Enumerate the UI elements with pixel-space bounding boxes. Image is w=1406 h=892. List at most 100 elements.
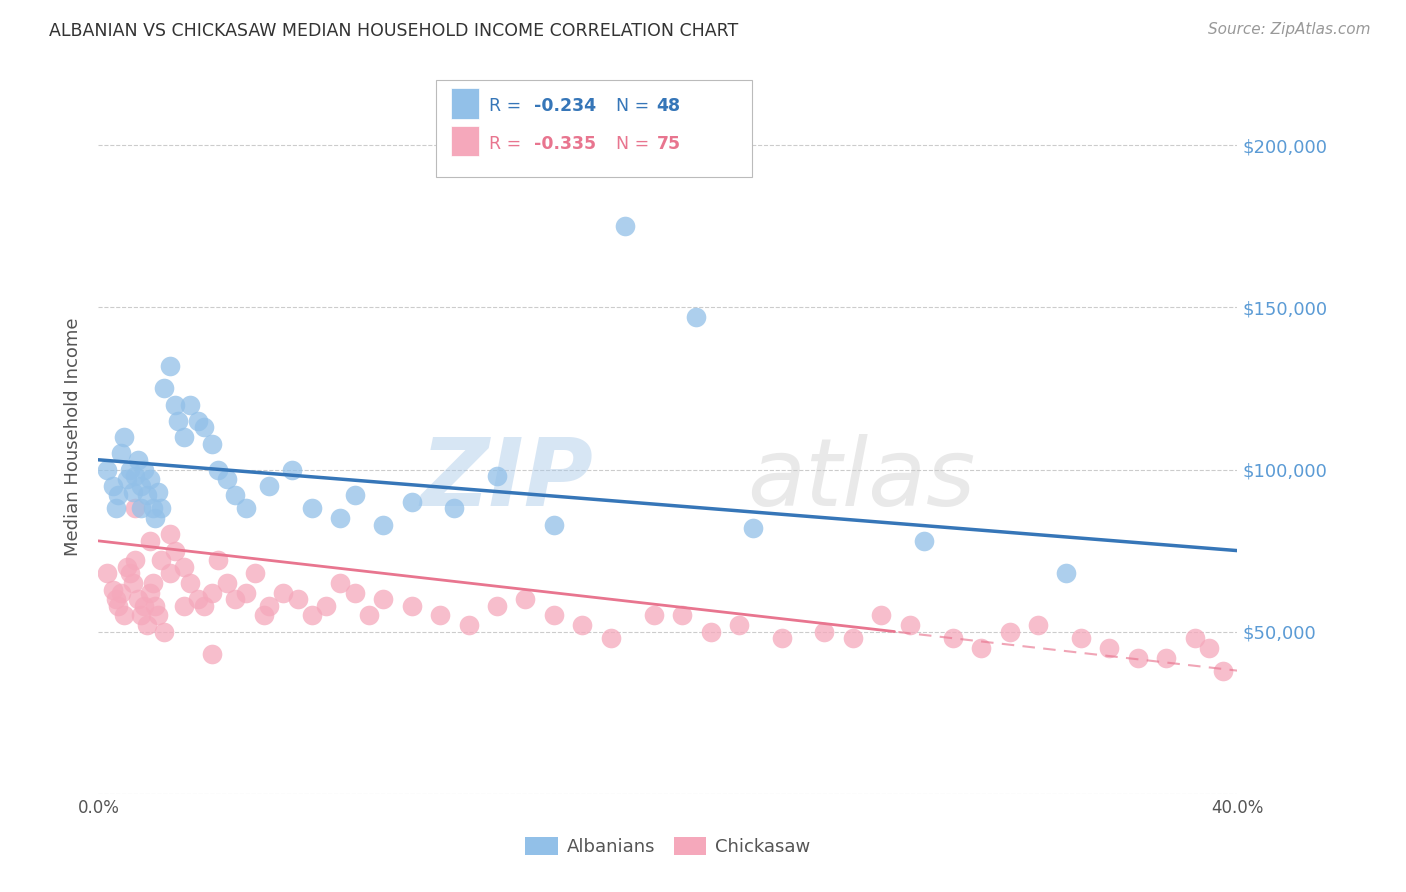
Point	[870, 608, 893, 623]
Point	[193, 599, 215, 613]
Point	[273, 586, 295, 600]
Point	[1184, 631, 1206, 645]
Point	[224, 592, 246, 607]
Text: Source: ZipAtlas.com: Source: ZipAtlas.com	[1208, 22, 1371, 37]
Point	[643, 608, 665, 623]
Text: ALBANIAN VS CHICKASAW MEDIAN HOUSEHOLD INCOME CORRELATION CHART: ALBANIAN VS CHICKASAW MEDIAN HOUSEHOLD I…	[49, 22, 738, 40]
Point	[728, 618, 751, 632]
Point	[401, 599, 423, 613]
Point	[115, 559, 138, 574]
Point	[329, 511, 352, 525]
Point	[942, 631, 965, 645]
Point	[215, 576, 238, 591]
Point	[107, 599, 129, 613]
Point	[101, 582, 124, 597]
Point	[252, 608, 274, 623]
Point	[207, 462, 229, 476]
Point	[179, 576, 201, 591]
Point	[179, 398, 201, 412]
Point	[150, 501, 173, 516]
Point	[898, 618, 921, 632]
Point	[1026, 618, 1049, 632]
Point	[193, 420, 215, 434]
Point	[401, 495, 423, 509]
Point	[132, 462, 155, 476]
Point	[153, 624, 176, 639]
Point	[515, 592, 537, 607]
Point	[201, 648, 224, 662]
Point	[201, 586, 224, 600]
Point	[112, 430, 135, 444]
Text: 75: 75	[657, 135, 681, 153]
Point	[235, 586, 257, 600]
Point	[124, 469, 146, 483]
Point	[141, 501, 163, 516]
Point	[115, 472, 138, 486]
Point	[373, 592, 395, 607]
Point	[215, 472, 238, 486]
Text: 48: 48	[657, 97, 681, 115]
Point	[1070, 631, 1092, 645]
Point	[159, 359, 181, 373]
Point	[132, 599, 155, 613]
Point	[357, 608, 380, 623]
Point	[148, 485, 170, 500]
Point	[486, 599, 509, 613]
Point	[110, 586, 132, 600]
Point	[813, 624, 835, 639]
Point	[912, 533, 935, 548]
Point	[301, 501, 323, 516]
Point	[129, 608, 152, 623]
Point	[1198, 640, 1220, 655]
Point	[150, 553, 173, 567]
Point	[148, 608, 170, 623]
Point	[373, 517, 395, 532]
Point	[315, 599, 337, 613]
Point	[112, 608, 135, 623]
Point	[138, 533, 160, 548]
Point	[343, 586, 366, 600]
Point	[96, 566, 118, 581]
Point	[699, 624, 721, 639]
Point	[600, 631, 623, 645]
Point	[173, 599, 195, 613]
Y-axis label: Median Household Income: Median Household Income	[65, 318, 83, 557]
Point	[614, 219, 637, 234]
Point	[301, 608, 323, 623]
Point	[842, 631, 865, 645]
Point	[141, 576, 163, 591]
Point	[138, 472, 160, 486]
Point	[129, 479, 152, 493]
Point	[187, 414, 209, 428]
Point	[224, 488, 246, 502]
Point	[159, 527, 181, 541]
Point	[970, 640, 993, 655]
Point	[207, 553, 229, 567]
Point	[187, 592, 209, 607]
Point	[243, 566, 266, 581]
Point	[259, 479, 281, 493]
Point	[173, 430, 195, 444]
Point	[287, 592, 309, 607]
Point	[685, 310, 707, 324]
Legend: Albanians, Chickasaw: Albanians, Chickasaw	[519, 830, 817, 863]
Point	[101, 479, 124, 493]
Point	[167, 414, 190, 428]
Point	[129, 501, 152, 516]
Text: N =: N =	[605, 97, 654, 115]
Point	[127, 452, 149, 467]
Point	[1098, 640, 1121, 655]
Text: ZIP: ZIP	[420, 434, 593, 526]
Point	[543, 608, 565, 623]
Point	[742, 521, 765, 535]
Point	[281, 462, 304, 476]
Point	[571, 618, 593, 632]
Text: -0.335: -0.335	[534, 135, 596, 153]
Text: N =: N =	[605, 135, 654, 153]
Point	[121, 485, 143, 500]
Point	[159, 566, 181, 581]
Point	[173, 559, 195, 574]
Text: R =: R =	[489, 97, 527, 115]
Point	[104, 592, 127, 607]
Point	[543, 517, 565, 532]
